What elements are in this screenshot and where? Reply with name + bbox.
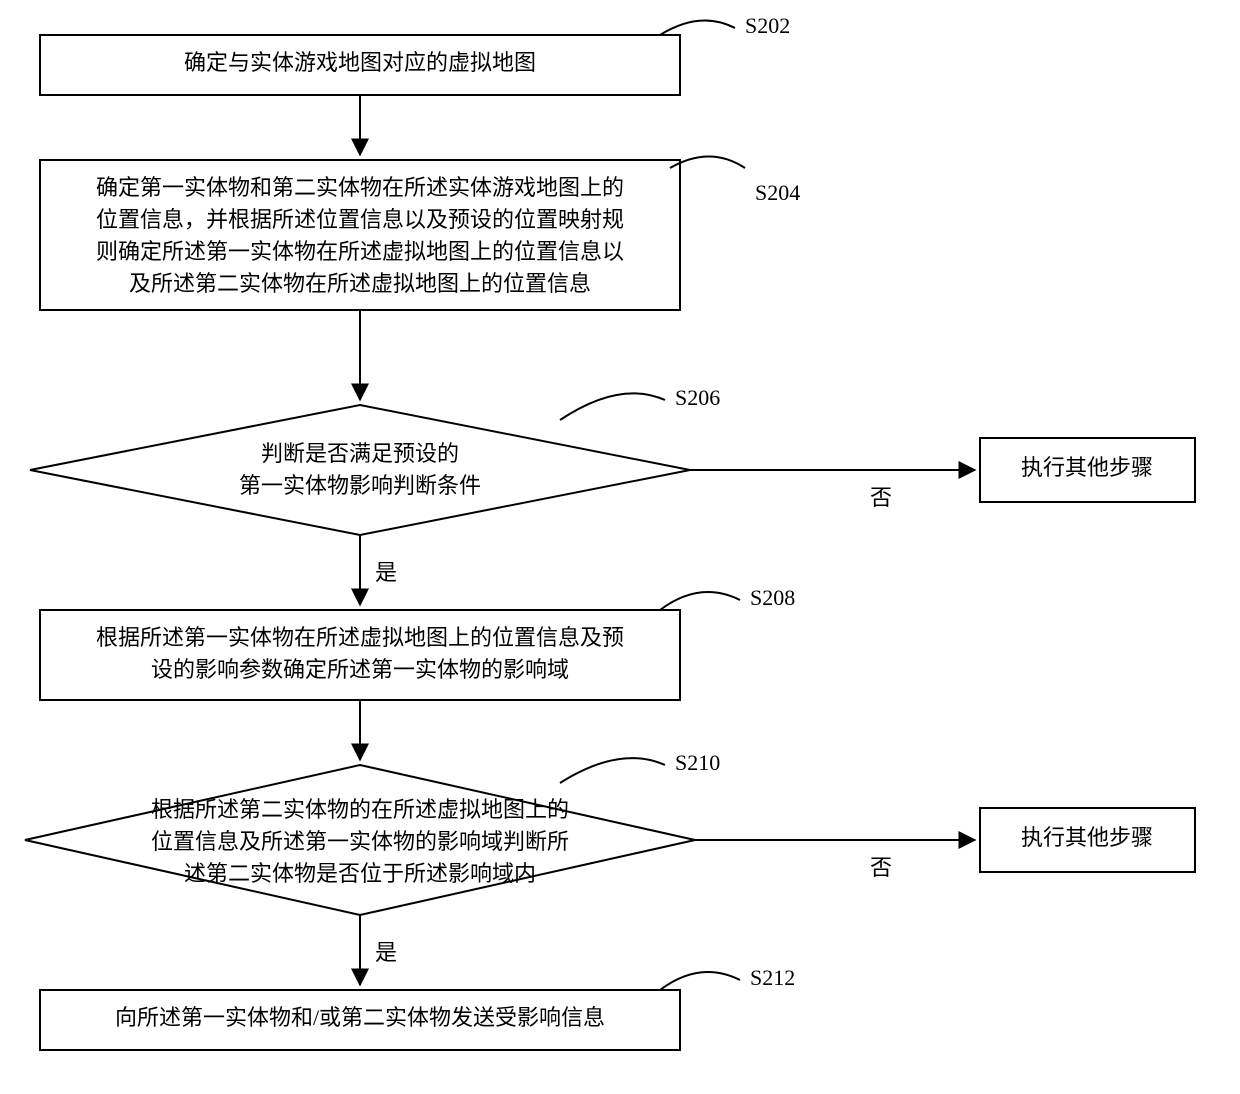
edge-s206-yes-label: 是 <box>375 560 397 585</box>
step-s206-text-l1: 判断是否满足预设的 <box>261 441 459 466</box>
step-s204-text-l2: 位置信息，并根据所述位置信息以及预设的位置映射规 <box>96 207 624 232</box>
step-s206-callout <box>560 393 665 420</box>
step-s208-text-l1: 根据所述第一实体物在所述虚拟地图上的位置信息及预 <box>96 625 624 650</box>
step-other2-text: 执行其他步骤 <box>1021 825 1153 850</box>
step-s212-callout <box>660 972 740 990</box>
step-s208-callout <box>660 592 740 610</box>
step-s206-label: S206 <box>675 385 720 410</box>
step-s204-text-l1: 确定第一实体物和第二实体物在所述实体游戏地图上的 <box>96 175 624 200</box>
step-s212-label: S212 <box>750 965 795 990</box>
flowchart-diagram: 确定与实体游戏地图对应的虚拟地图 S202 确定第一实体物和第二实体物在所述实体… <box>0 0 1240 1094</box>
step-s210-callout <box>560 758 665 783</box>
step-s210-text-l2: 位置信息及所述第一实体物的影响域判断所 <box>151 829 569 854</box>
edge-s206-no-label: 否 <box>870 485 892 510</box>
step-s210-text-l1: 根据所述第二实体物的在所述虚拟地图上的 <box>151 797 569 822</box>
step-other1-text: 执行其他步骤 <box>1021 455 1153 480</box>
step-s208-label: S208 <box>750 585 795 610</box>
step-s208-text-l2: 设的影响参数确定所述第一实体物的影响域 <box>151 657 569 682</box>
edge-s210-no-label: 否 <box>870 855 892 880</box>
step-s210-text-l3: 述第二实体物是否位于所述影响域内 <box>184 861 536 886</box>
edge-s210-yes-label: 是 <box>375 940 397 965</box>
step-s212-text: 向所述第一实体物和/或第二实体物发送受影响信息 <box>115 1005 605 1030</box>
step-s206-text-l2: 第一实体物影响判断条件 <box>239 473 481 498</box>
step-s204-text-l3: 则确定所述第一实体物在所述虚拟地图上的位置信息以 <box>96 239 624 264</box>
step-s204-text-l4: 及所述第二实体物在所述虚拟地图上的位置信息 <box>129 271 591 296</box>
step-s208-box <box>40 610 680 700</box>
step-s206-diamond <box>30 405 690 535</box>
step-s202-text: 确定与实体游戏地图对应的虚拟地图 <box>184 50 536 75</box>
step-s210-label: S210 <box>675 750 720 775</box>
step-s202-label: S202 <box>745 13 790 38</box>
step-s204-callout <box>670 157 745 169</box>
step-s204-label: S204 <box>755 180 800 205</box>
step-s202-callout <box>660 20 735 35</box>
